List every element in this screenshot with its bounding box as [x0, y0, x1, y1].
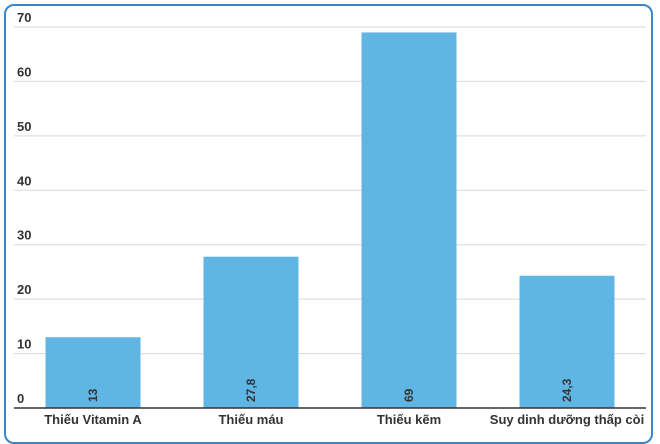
y-tick-label: 60: [17, 64, 31, 79]
x-tick-label: Thiếu Vitamin A: [44, 412, 142, 427]
data-label: 13: [86, 388, 100, 402]
bar: [361, 32, 457, 408]
bar-chart: 0 10 20 30 40 50 60 70 13 27,8 69 24,3 Thiếu Vitam…: [14, 10, 646, 427]
x-tick-label: Thiếu kẽm: [377, 412, 441, 427]
y-tick-label: 40: [17, 173, 31, 188]
bar: [45, 337, 141, 408]
x-tick-label: Suy dinh dưỡng thấp còi: [490, 412, 644, 427]
bars: [45, 32, 615, 408]
x-tick-label: Thiếu máu: [218, 412, 283, 427]
y-tick-label: 0: [17, 391, 24, 406]
y-tick-label: 50: [17, 119, 31, 134]
data-label: 24,3: [560, 378, 574, 402]
data-label: 69: [402, 388, 416, 402]
x-axis-categories: Thiếu Vitamin A Thiếu máu Thiếu kẽm Suy din…: [44, 412, 644, 427]
bar: [203, 256, 299, 408]
data-labels: 13 27,8 69 24,3: [86, 378, 574, 402]
data-label: 27,8: [244, 378, 258, 402]
y-tick-label: 30: [17, 228, 31, 243]
y-tick-label: 10: [17, 337, 31, 352]
y-tick-label: 20: [17, 282, 31, 297]
bar: [519, 275, 615, 408]
y-tick-label: 70: [17, 10, 31, 25]
y-axis-ticks: 0 10 20 30 40 50 60 70: [17, 10, 31, 406]
